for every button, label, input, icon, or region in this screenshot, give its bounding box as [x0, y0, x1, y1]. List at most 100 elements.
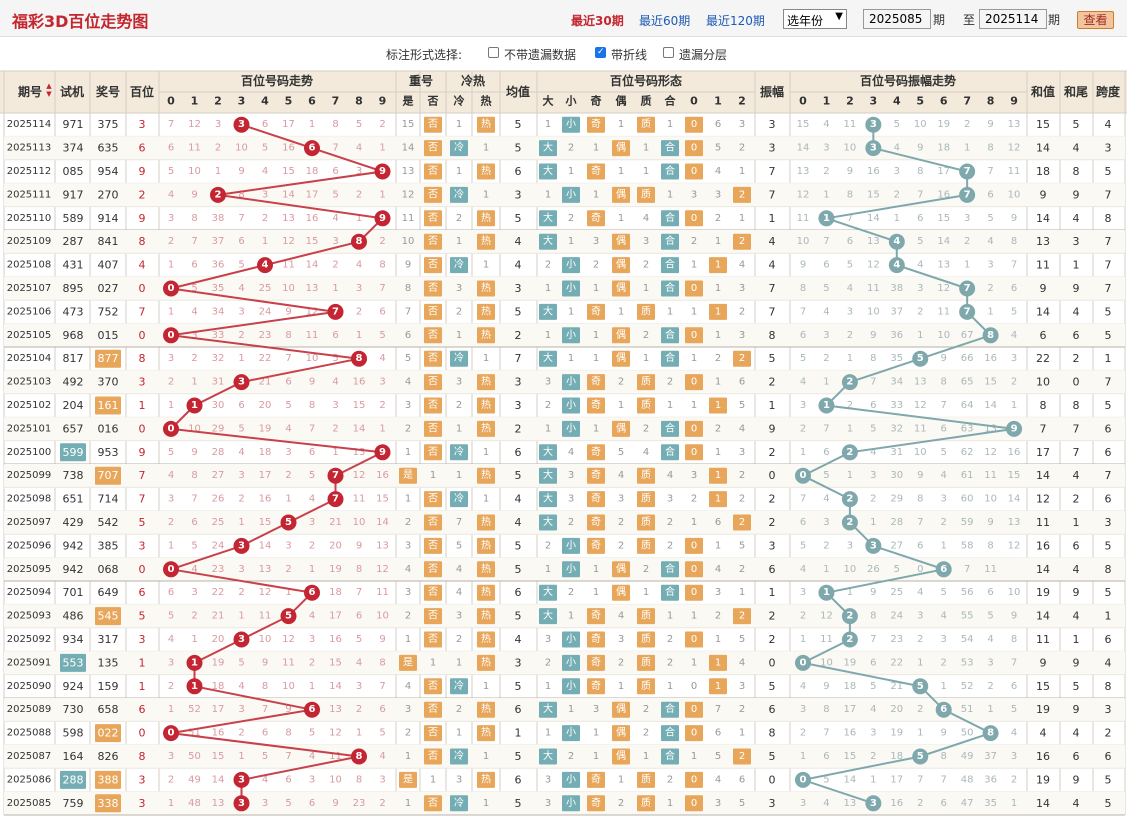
repeat-miss-cell: 15: [402, 119, 415, 130]
repeat-tag: [424, 491, 442, 508]
issue-cell: 2025110: [7, 213, 52, 224]
form-miss-cell: 1: [593, 751, 599, 762]
range-120-link[interactable]: 最近120期: [706, 14, 765, 28]
trend-miss-cell: 3: [238, 564, 244, 575]
trend-miss-cell: 2: [168, 517, 174, 528]
amp-ball: [912, 678, 929, 695]
trend-miss-cell: 14: [259, 540, 272, 551]
form-tag: [562, 397, 580, 414]
amp-miss-cell: 16: [844, 728, 857, 739]
trend-miss-cell: 5: [379, 330, 385, 341]
form-tag-text: 大: [543, 585, 553, 598]
amp-miss-cell: 1: [1011, 798, 1017, 809]
form-miss-cell: 3: [618, 634, 624, 645]
period-from-input[interactable]: 2025085: [863, 9, 931, 29]
amp-miss-cell: 6: [823, 447, 829, 458]
trend-miss-cell: 20: [212, 634, 225, 645]
hotcold-tag-text: 热: [481, 655, 491, 668]
hotcold-tag: [477, 584, 495, 601]
amp-miss-cell: 13: [914, 377, 927, 388]
amp-miss-cell: 8: [870, 611, 876, 622]
form-tag-text: 大: [543, 164, 553, 177]
road-tag-text: 0: [691, 587, 697, 598]
tail-cell: 4: [1073, 727, 1080, 740]
amp-miss-cell: 10: [844, 564, 857, 575]
span-cell: 5: [1105, 586, 1112, 599]
amp-miss-cell: 11: [797, 213, 810, 224]
form-tag: [661, 163, 679, 180]
hundred-cell: 6: [139, 586, 146, 599]
mean-cell: 5: [515, 212, 522, 225]
repeat-miss-cell: 1: [430, 470, 436, 481]
span-cell: 2: [1105, 727, 1112, 740]
hotcold-tag: [450, 186, 468, 203]
amp-cell: 5: [769, 750, 776, 763]
sum-cell: 14: [1036, 142, 1050, 155]
amp-miss-cell: 10: [914, 119, 927, 130]
amp-miss-cell: 9: [917, 143, 923, 154]
amp-ball: [888, 257, 905, 274]
hotcold-tag-text: 热: [481, 304, 491, 317]
amp-cell: 2: [769, 446, 776, 459]
repeat-tag: [424, 116, 442, 133]
amp-ball: [865, 795, 882, 812]
form-miss-cell: 1: [691, 751, 697, 762]
period-to-input[interactable]: 2025114: [979, 9, 1047, 29]
form-tag-text: 小: [566, 376, 576, 388]
amp-ball: [865, 537, 882, 554]
trend-miss-cell: 7: [379, 681, 385, 692]
trend-miss-cell: 7: [191, 494, 197, 505]
form-tag: [587, 374, 605, 391]
polyline-checkbox[interactable]: [595, 47, 606, 58]
tail-cell: 6: [1073, 329, 1080, 342]
no-omission-checkbox[interactable]: [488, 47, 499, 58]
form-tag-text: 小: [566, 727, 576, 739]
form-tag: [562, 420, 580, 437]
amp-miss-cell: 3: [823, 330, 829, 341]
amp-ball: [982, 327, 999, 344]
range-60-link[interactable]: 最近60期: [639, 14, 691, 28]
year-select[interactable]: 选年份 ▼: [783, 9, 847, 29]
repeat-miss-cell: 2: [405, 517, 411, 528]
sum-cell: 15: [1036, 118, 1050, 131]
form-miss-cell: 2: [643, 260, 649, 271]
prize-highlight: [95, 349, 121, 368]
query-button[interactable]: 查看: [1077, 11, 1114, 29]
amp-ball: [818, 584, 835, 601]
amp-miss-cell: 3: [847, 306, 853, 317]
tail-cell: 4: [1073, 563, 1080, 576]
trend-miss-cell: 3: [356, 681, 362, 692]
repeat-tag-text: 否: [428, 329, 438, 341]
form-tag-text: 合: [665, 585, 675, 598]
amp-cell: 3: [769, 797, 776, 810]
trend-miss-cell: 35: [212, 283, 225, 294]
trend-miss-cell: 2: [191, 353, 197, 364]
omission-layer-checkbox[interactable]: [663, 47, 674, 58]
trend-miss-cell: 7: [332, 143, 338, 154]
amp-miss-cell: 3: [870, 728, 876, 739]
amp-ball-label: 7: [964, 166, 971, 177]
amp-miss-cell: 4: [941, 470, 947, 481]
hotcold-tag: [450, 748, 468, 765]
amp-miss-cell: 4: [941, 611, 947, 622]
amp-digit-header: 2: [846, 95, 854, 108]
form-miss-cell: 4: [568, 447, 574, 458]
form-miss-cell: 1: [739, 728, 745, 739]
form-miss-cell: 2: [568, 751, 574, 762]
trend-miss-cell: 13: [282, 213, 295, 224]
form-miss-cell: 6: [739, 774, 745, 785]
hotcold-miss-cell: 1: [483, 681, 489, 692]
trend-miss-cell: 17: [329, 611, 342, 622]
form-miss-cell: 1: [667, 798, 673, 809]
sum-cell: 14: [1036, 563, 1050, 576]
range-30-link[interactable]: 最近30期: [571, 14, 624, 28]
amp-miss-cell: 9: [847, 166, 853, 177]
road-tag-text: 0: [691, 330, 697, 341]
form-miss-cell: 3: [715, 798, 721, 809]
amp-miss-cell: 7: [823, 728, 829, 739]
hotcold-tag: [477, 514, 495, 531]
amp-miss-cell: 13: [867, 236, 880, 247]
trend-miss-cell: 17: [282, 119, 295, 130]
sum-cell: 17: [1036, 446, 1050, 459]
trend-miss-cell: 1: [191, 377, 197, 388]
